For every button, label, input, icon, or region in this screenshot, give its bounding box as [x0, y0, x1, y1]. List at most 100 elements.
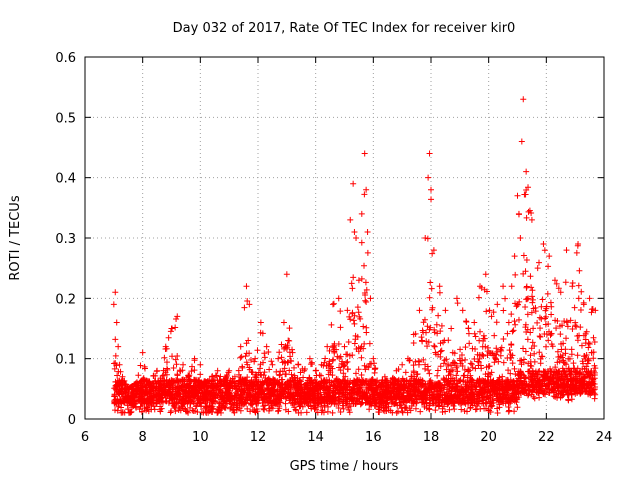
x-tick-label: 20 [480, 430, 497, 445]
data-point [113, 362, 120, 369]
x-axis-label: GPS time / hours [290, 459, 399, 474]
data-point [140, 376, 147, 383]
x-tick-label: 6 [81, 430, 89, 445]
y-axis-label: ROTI / TECUs [8, 195, 23, 280]
data-point [163, 359, 170, 366]
data-point [163, 376, 170, 383]
data-point [192, 382, 199, 389]
y-tick-label: 0.2 [55, 292, 76, 307]
data-point [198, 403, 205, 410]
data-point [175, 407, 182, 414]
data-point [216, 387, 223, 394]
data-point [173, 315, 180, 322]
data-point [119, 385, 126, 392]
data-point [209, 387, 216, 394]
data-point [145, 408, 152, 415]
data-point [205, 407, 212, 414]
data-point [179, 367, 186, 374]
data-point [133, 394, 140, 401]
data-point [141, 405, 148, 412]
data-point [114, 396, 121, 403]
data-point [197, 371, 204, 378]
data-point [158, 388, 165, 395]
data-point [171, 404, 178, 411]
data-point [172, 356, 179, 363]
data-point [163, 398, 170, 405]
data-point [148, 395, 155, 402]
data-point [135, 372, 142, 379]
data-point [135, 388, 142, 395]
data-point [189, 407, 196, 414]
data-point [112, 336, 119, 343]
data-point [168, 391, 175, 398]
data-point [186, 376, 193, 383]
data-point [122, 381, 129, 388]
data-point [212, 372, 219, 379]
y-tick-label: 0.1 [55, 353, 76, 368]
data-point [157, 384, 164, 391]
data-point [130, 383, 137, 390]
data-point [151, 403, 158, 410]
data-point [191, 367, 198, 374]
data-point [182, 394, 189, 401]
data-point [222, 388, 229, 395]
data-point [224, 372, 231, 379]
data-point [228, 395, 235, 402]
data-point [188, 398, 195, 405]
y-tick-label: 0.4 [55, 172, 76, 187]
data-point [129, 404, 136, 411]
data-point [169, 396, 176, 403]
data-point [158, 394, 165, 401]
data-point [186, 384, 193, 391]
data-point [114, 372, 121, 379]
data-point [127, 409, 134, 416]
data-point [209, 384, 216, 391]
data-point [174, 372, 181, 379]
data-point [140, 375, 147, 382]
data-point [164, 366, 171, 373]
data-point [114, 407, 121, 414]
data-point [182, 406, 189, 413]
data-point [112, 352, 119, 359]
x-tick-label: 16 [365, 430, 382, 445]
data-point [137, 362, 144, 369]
data-point [191, 394, 198, 401]
data-point [173, 361, 180, 368]
data-point [217, 373, 224, 380]
data-point [185, 409, 192, 416]
data-point [164, 389, 171, 396]
data-point [126, 399, 133, 406]
data-point [237, 354, 244, 361]
data-point [157, 378, 164, 385]
x-tick-label: 8 [139, 430, 147, 445]
data-point [209, 408, 216, 415]
data-points [110, 96, 599, 416]
data-point [161, 354, 168, 361]
data-point [146, 401, 153, 408]
data-point [150, 372, 157, 379]
data-point [181, 378, 188, 385]
data-point [192, 408, 199, 415]
x-tick-label: 12 [250, 430, 267, 445]
data-point [170, 386, 177, 393]
y-tick-label: 0.3 [55, 232, 76, 247]
data-point [167, 409, 174, 416]
data-point [227, 384, 234, 391]
data-point [117, 368, 124, 375]
data-point [111, 365, 118, 372]
chart-title: Day 032 of 2017, Rate Of TEC Index for r… [173, 21, 516, 36]
data-point [136, 406, 143, 413]
data-point [150, 389, 157, 396]
data-point [216, 400, 223, 407]
data-point [129, 397, 136, 404]
data-point [160, 367, 167, 374]
data-point [227, 405, 234, 412]
data-point [205, 390, 212, 397]
data-point [189, 363, 196, 370]
data-point [141, 363, 148, 370]
data-point [234, 404, 241, 411]
data-point [188, 368, 195, 375]
data-point [222, 376, 229, 383]
